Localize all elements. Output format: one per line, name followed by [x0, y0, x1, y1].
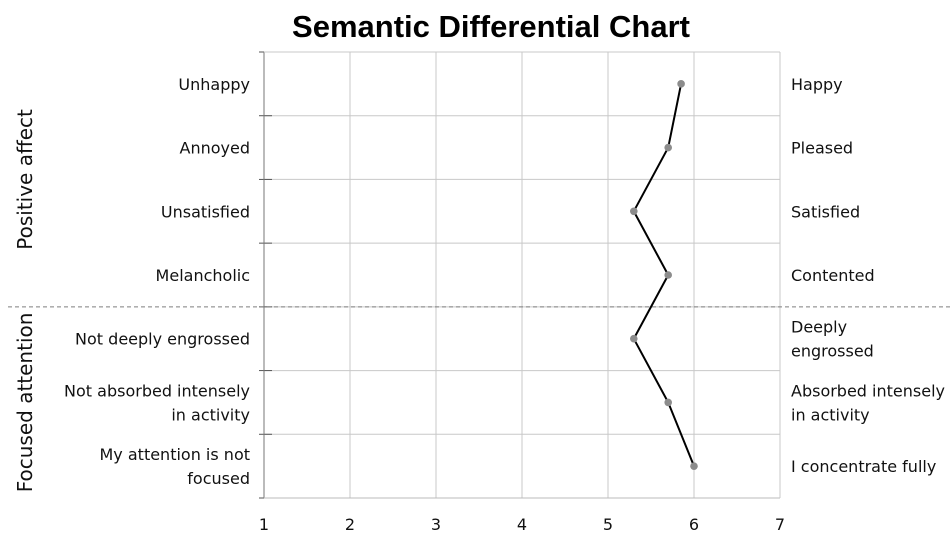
profile-line	[632, 83, 695, 467]
right-anchor-label: Happy	[791, 75, 843, 94]
data-point	[664, 143, 672, 152]
plot-grid	[264, 52, 781, 498]
x-tick-label: 1	[259, 515, 269, 534]
left-anchor-label: Melancholic	[156, 266, 250, 285]
left-anchor-label: My attention is not	[100, 445, 251, 464]
right-anchor-label: Satisfied	[791, 202, 860, 221]
chart-title: Semantic Differential Chart	[292, 9, 690, 44]
left-anchor-label: Not absorbed intensely	[64, 381, 250, 400]
data-point	[677, 80, 685, 88]
right-anchor-label: Absorbed intensely	[791, 381, 945, 400]
x-tick-label: 6	[689, 515, 699, 534]
group-label: Positive affect	[13, 109, 37, 250]
item-labels: Unhappy Happy Annoyed Pleased Unsatisfied Sat…	[64, 75, 945, 488]
group-labels: Positive affect Focused attention	[8, 109, 951, 492]
right-anchor-label: I concentrate fully	[791, 457, 936, 476]
data-point	[664, 398, 672, 407]
right-anchor-label: in activity	[791, 405, 870, 424]
x-tick-label: 7	[775, 515, 785, 534]
right-anchor-label: Pleased	[791, 139, 853, 158]
left-anchor-label: Unsatisfied	[161, 202, 250, 221]
x-axis-ticks: 1 2 3 4 5 6 7	[259, 515, 785, 534]
plot-axes	[259, 51, 781, 499]
right-anchor-label: engrossed	[791, 342, 874, 361]
data-point	[630, 334, 638, 343]
left-anchor-label: Not deeply engrossed	[75, 330, 250, 349]
group-label: Focused attention	[13, 313, 37, 493]
data-point	[630, 207, 638, 216]
x-tick-label: 3	[431, 515, 441, 534]
data-point	[664, 271, 672, 279]
left-anchor-label: Unhappy	[178, 75, 250, 94]
left-anchor-label: Annoyed	[180, 139, 250, 158]
data-point	[690, 462, 698, 470]
x-tick-label: 2	[345, 515, 355, 534]
right-anchor-label: Contented	[791, 266, 875, 285]
right-anchor-label: Deeply	[791, 318, 847, 337]
x-tick-label: 4	[517, 515, 527, 534]
left-anchor-label: in activity	[171, 405, 250, 424]
data-series	[630, 80, 698, 470]
left-anchor-label: focused	[187, 469, 250, 488]
x-tick-label: 5	[603, 515, 613, 534]
